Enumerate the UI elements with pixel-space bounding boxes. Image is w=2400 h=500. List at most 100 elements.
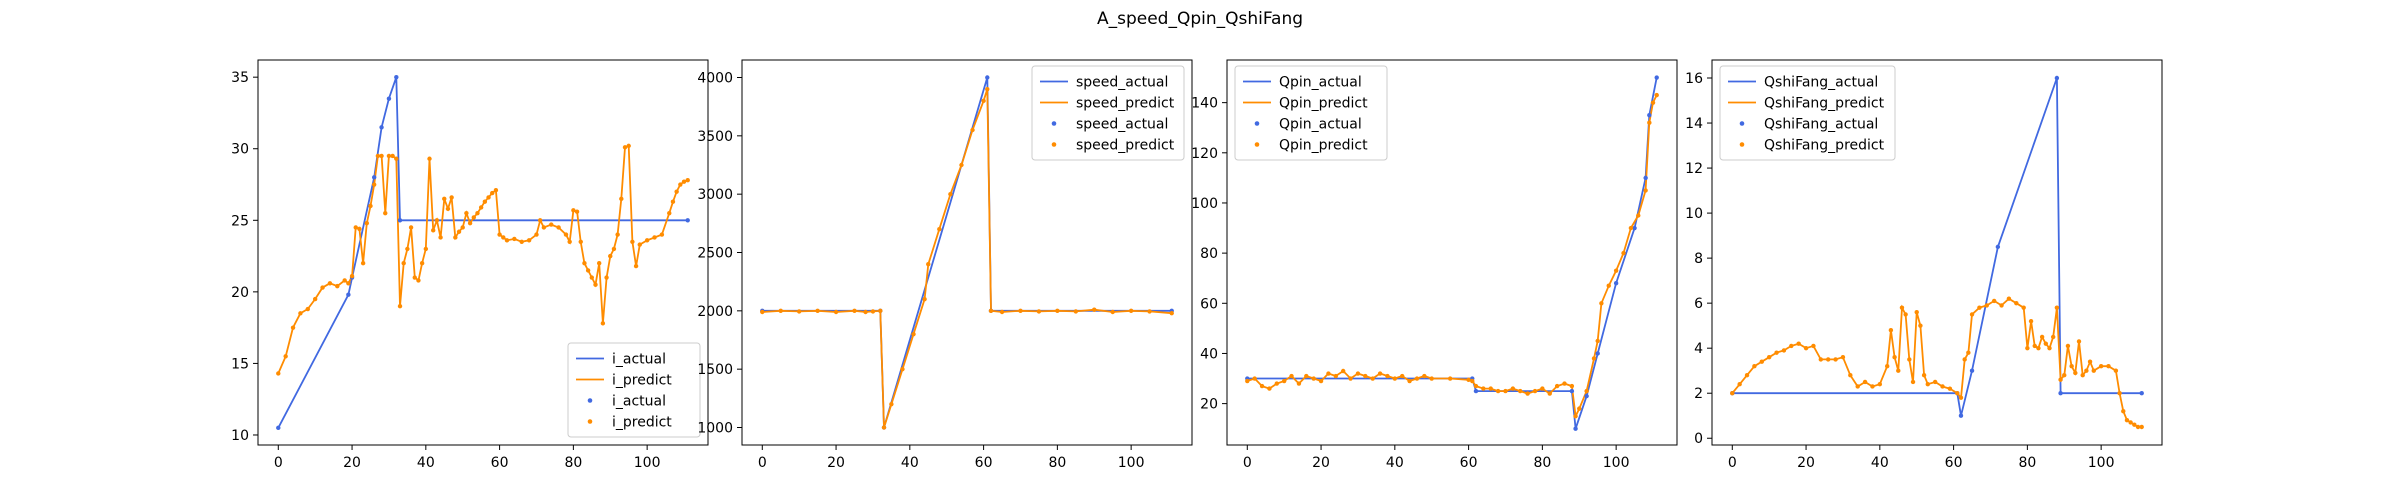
data-point-i_predict: [674, 189, 679, 194]
data-point-Qpin_predict: [1599, 301, 1604, 306]
data-point-i_predict: [556, 225, 561, 230]
data-point-i_predict: [364, 220, 370, 226]
data-point-Qpin_predict: [1532, 388, 1538, 394]
data-point-QshiFang_predict: [1914, 309, 1919, 315]
data-point-speed_predict: [988, 308, 994, 314]
data-point-Qpin_predict: [1562, 381, 1567, 386]
data-point-i_predict: [537, 218, 543, 223]
data-point-i_predict: [427, 156, 432, 161]
plot-area-frame: [1226, 59, 1678, 446]
x-tick-label: 80: [2018, 455, 2036, 471]
data-point-Qpin_predict: [1540, 386, 1545, 391]
legend: Qpin_actual Qpin_predict Qpin_actual Qpin_p…: [1234, 65, 1388, 161]
data-point-QshiFang_predict: [2098, 363, 2104, 369]
data-point-QshiFang_predict: [2106, 363, 2111, 369]
data-point-Qpin_predict: [1547, 391, 1552, 396]
data-point-Qpin_predict: [1628, 225, 1634, 231]
legend-dot-swatch: [587, 419, 593, 424]
data-point-i_predict: [685, 178, 690, 183]
x-tick-label: 0: [758, 455, 767, 471]
data-point-Qpin_predict: [1577, 406, 1582, 411]
legend-label: i_predict: [612, 373, 672, 389]
data-point-speed_predict: [900, 366, 905, 372]
data-point-Qpin_predict: [1400, 373, 1405, 379]
data-point-i_predict: [644, 238, 650, 243]
y-tick-label: 4000: [697, 71, 733, 87]
data-point-i_predict: [619, 196, 624, 202]
data-point-i_predict: [357, 226, 362, 232]
data-point-speed_predict: [922, 296, 927, 302]
data-point-i_predict: [442, 196, 447, 202]
data-point-speed_predict: [863, 309, 868, 315]
data-point-speed_predict: [1092, 307, 1097, 312]
data-point-speed_predict: [760, 309, 765, 315]
data-point-i_predict: [471, 215, 476, 220]
y-tick-label: 40: [1200, 346, 1218, 362]
data-point-i_predict: [585, 268, 591, 273]
x-tick-label: 60: [975, 455, 993, 471]
data-point-QshiFang_predict: [2036, 345, 2041, 351]
series-line-QshiFang_predict: [1731, 297, 2142, 428]
legend: QshiFang_actual QshiFang_predict QshiFang_…: [1719, 65, 1896, 161]
data-point-QshiFang_actual: [2058, 391, 2063, 396]
data-point-speed_predict: [970, 127, 975, 133]
data-point-i_predict: [397, 303, 403, 309]
data-point-Qpin_actual: [1473, 388, 1479, 394]
data-point-i_predict: [486, 195, 491, 200]
y-tick-label: 2000: [697, 304, 733, 320]
data-point-QshiFang_predict: [1789, 343, 1794, 349]
data-point-Qpin_predict: [1569, 383, 1575, 389]
y-tick-label: 8: [1694, 251, 1703, 267]
data-point-i_predict: [419, 261, 425, 266]
data-point-QshiFang_predict: [2039, 334, 2045, 340]
data-point-QshiFang_predict: [1752, 363, 1757, 369]
data-point-Qpin_predict: [1518, 388, 1523, 394]
data-point-Qpin_actual: [1584, 393, 1589, 399]
data-point-QshiFang_predict: [2062, 373, 2067, 378]
data-point-QshiFang_predict: [1796, 341, 1801, 346]
data-point-i_predict: [423, 246, 429, 252]
data-point-i_predict: [667, 210, 672, 216]
data-point-i_predict: [567, 239, 572, 244]
data-point-speed_predict: [1018, 308, 1023, 314]
data-point-QshiFang_predict: [2132, 422, 2137, 427]
data-point-Qpin_predict: [1392, 376, 1398, 381]
data-point-QshiFang_predict: [1774, 350, 1779, 355]
data-point-i_predict: [401, 261, 406, 266]
data-point-speed_predict: [1128, 308, 1134, 314]
data-point-Qpin_predict: [1296, 381, 1302, 386]
data-point-Qpin_predict: [1591, 356, 1597, 361]
legend: speed_actualspeed_predictspeed_actualspe…: [1031, 65, 1185, 161]
data-point-Qpin_predict: [1473, 383, 1479, 389]
data-point-i_predict: [371, 182, 377, 187]
series-line-Qpin_predict: [1247, 94, 1658, 420]
data-point-Qpin_actual: [1613, 281, 1619, 286]
data-point-i_predict: [504, 238, 510, 243]
data-point-i_predict: [346, 281, 351, 286]
data-point-QshiFang_predict: [2080, 373, 2085, 378]
data-point-i_predict: [582, 261, 587, 266]
y-tick-label: 25: [231, 213, 249, 229]
data-point-Qpin_actual: [1595, 351, 1600, 356]
data-point-speed_predict: [815, 308, 820, 314]
data-point-Qpin_predict: [1304, 373, 1309, 379]
data-point-i_predict: [611, 246, 617, 252]
data-point-QshiFang_predict: [1969, 312, 1975, 317]
data-point-i_predict: [283, 354, 288, 359]
x-tick-label: 40: [1871, 455, 1889, 471]
data-point-QshiFang_predict: [1737, 382, 1742, 387]
y-tick-label: 80: [1200, 246, 1218, 262]
data-point-Qpin_actual: [1632, 225, 1637, 231]
data-point-i_predict: [519, 239, 524, 244]
data-point-Qpin_predict: [1252, 376, 1257, 381]
data-point-QshiFang_predict: [1825, 357, 1831, 362]
y-tick-label: 14: [1685, 116, 1703, 132]
data-point-speed_predict: [959, 162, 964, 168]
legend-box: [1031, 65, 1185, 161]
x-tick-label: 60: [1945, 455, 1963, 471]
data-point-Qpin_predict: [1554, 383, 1560, 389]
x-tick-label: 40: [417, 455, 435, 471]
data-point-speed_actual: [985, 75, 990, 80]
data-point-QshiFang_predict: [2043, 341, 2049, 346]
